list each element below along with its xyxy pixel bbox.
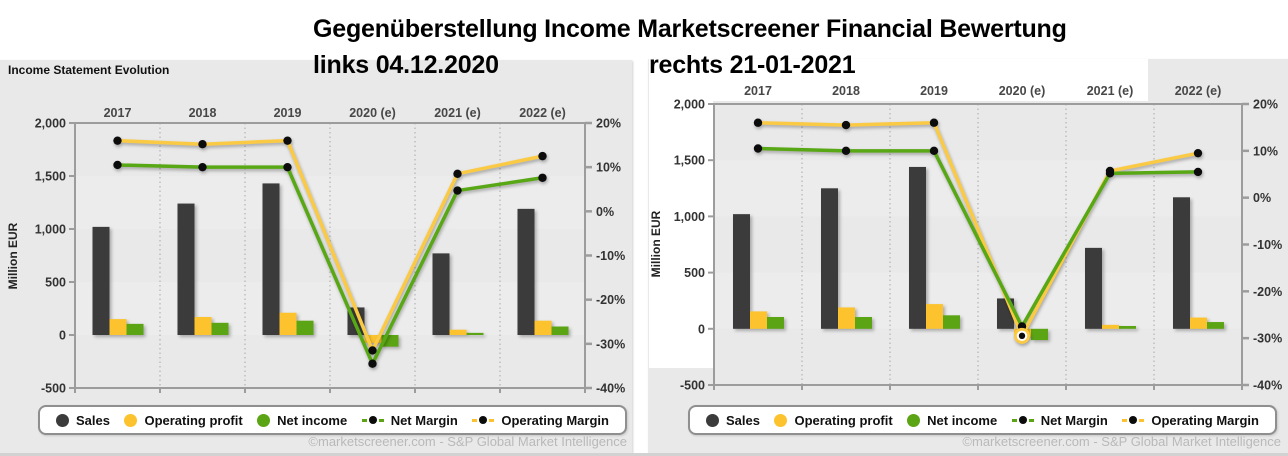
- svg-text:-500: -500: [680, 379, 705, 393]
- svg-text:2,000: 2,000: [35, 117, 66, 131]
- svg-text:2021 (e): 2021 (e): [434, 106, 481, 120]
- operating-profit-swatch-icon: [124, 413, 138, 427]
- svg-text:2018: 2018: [832, 84, 860, 98]
- svg-text:2018: 2018: [189, 106, 217, 120]
- net-margin-line-dot-icon: [1011, 416, 1034, 424]
- legend-label-net-margin: Net Margin: [1040, 412, 1108, 428]
- svg-text:2019: 2019: [920, 84, 948, 98]
- svg-text:20%: 20%: [596, 117, 621, 131]
- legend-right: Sales Operating profit Net income Net Margi…: [688, 405, 1277, 435]
- attribution-left: ©marketscreener.com - S&P Global Market …: [308, 434, 627, 449]
- svg-text:0: 0: [59, 329, 66, 343]
- svg-text:10%: 10%: [596, 161, 621, 175]
- svg-text:2,000: 2,000: [674, 98, 705, 112]
- legend-item-operating-margin: Operating Margin: [472, 413, 609, 428]
- svg-text:0: 0: [698, 322, 705, 336]
- svg-text:2020 (e): 2020 (e): [349, 106, 396, 120]
- legend-item-net-margin: Net Margin: [1011, 412, 1108, 428]
- legend-label-net-income: Net income: [277, 412, 348, 428]
- operating-profit-swatch-icon: [774, 413, 788, 427]
- operating-margin-line-dot-icon: [472, 416, 495, 424]
- svg-text:-30%: -30%: [596, 337, 625, 351]
- sales-swatch-icon: [56, 413, 69, 427]
- svg-text:Million EUR: Million EUR: [6, 222, 20, 289]
- svg-text:2021 (e): 2021 (e): [1087, 84, 1134, 98]
- legend-label-net-margin: Net Margin: [390, 412, 458, 428]
- legend-label-net-income: Net income: [927, 412, 998, 428]
- svg-text:2020 (e): 2020 (e): [999, 84, 1046, 98]
- svg-text:Million EUR: Million EUR: [649, 210, 663, 277]
- right-panel-title-backdrop: [649, 59, 1148, 101]
- svg-text:0%: 0%: [596, 205, 614, 219]
- page-title: Gegenüberstellung Income Marketscreener …: [313, 15, 1067, 43]
- svg-text:-10%: -10%: [596, 249, 625, 263]
- legend-item-operating-margin: Operating Margin: [1122, 413, 1259, 428]
- svg-text:2019: 2019: [274, 106, 302, 120]
- legend-item-operating-profit: Operating profit: [774, 412, 893, 428]
- svg-text:2017: 2017: [744, 84, 772, 98]
- legend-item-sales: Sales: [706, 413, 760, 428]
- legend-item-sales: Sales: [56, 413, 110, 428]
- operating-margin-line-dot-icon: [1122, 416, 1145, 424]
- legend-item-operating-profit: Operating profit: [124, 412, 243, 428]
- svg-text:1,500: 1,500: [35, 170, 66, 184]
- svg-text:1,000: 1,000: [674, 210, 705, 224]
- svg-text:2017: 2017: [104, 106, 132, 120]
- svg-text:-20%: -20%: [596, 293, 625, 307]
- legend-item-net-margin: Net Margin: [361, 412, 458, 428]
- right-panel-axis-backdrop: [649, 101, 713, 368]
- svg-text:1,000: 1,000: [35, 223, 66, 237]
- svg-text:-30%: -30%: [1253, 332, 1282, 346]
- svg-text:-40%: -40%: [1253, 379, 1282, 393]
- legend-label-operating-margin: Operating Margin: [501, 412, 609, 428]
- attribution-right: ©marketscreener.com - S&P Global Market …: [962, 434, 1281, 449]
- svg-text:0%: 0%: [1253, 191, 1271, 205]
- svg-text:2022 (e): 2022 (e): [1175, 84, 1222, 98]
- svg-text:1,500: 1,500: [674, 154, 705, 168]
- legend-left: Sales Operating profit Net income Net Margi…: [38, 405, 627, 435]
- svg-text:-40%: -40%: [596, 382, 625, 396]
- svg-text:20%: 20%: [1253, 98, 1278, 112]
- legend-label-sales: Sales: [726, 412, 760, 428]
- legend-label-sales: Sales: [76, 412, 110, 428]
- net-income-swatch-icon: [257, 413, 271, 427]
- legend-label-operating-profit: Operating profit: [794, 412, 893, 428]
- net-income-swatch-icon: [907, 413, 921, 427]
- svg-text:2022 (e): 2022 (e): [519, 106, 566, 120]
- legend-item-net-income: Net income: [257, 413, 347, 428]
- svg-text:-500: -500: [41, 382, 66, 396]
- svg-text:500: 500: [45, 276, 66, 290]
- svg-text:-20%: -20%: [1253, 285, 1282, 299]
- income-statement-evolution-header: Income Statement Evolution: [8, 63, 170, 77]
- subtitle-left-date: links 04.12.2020: [313, 51, 499, 79]
- net-margin-line-dot-icon: [361, 416, 384, 424]
- bottom-edge-divider: [0, 453, 1288, 456]
- legend-label-operating-margin: Operating Margin: [1151, 412, 1259, 428]
- legend-label-operating-profit: Operating profit: [144, 412, 243, 428]
- sales-swatch-icon: [706, 413, 719, 427]
- legend-item-net-income: Net income: [907, 413, 997, 428]
- svg-text:-10%: -10%: [1253, 238, 1282, 252]
- svg-text:10%: 10%: [1253, 144, 1278, 158]
- svg-text:500: 500: [684, 266, 705, 280]
- subtitle-right-date: rechts 21-01-2021: [649, 51, 856, 79]
